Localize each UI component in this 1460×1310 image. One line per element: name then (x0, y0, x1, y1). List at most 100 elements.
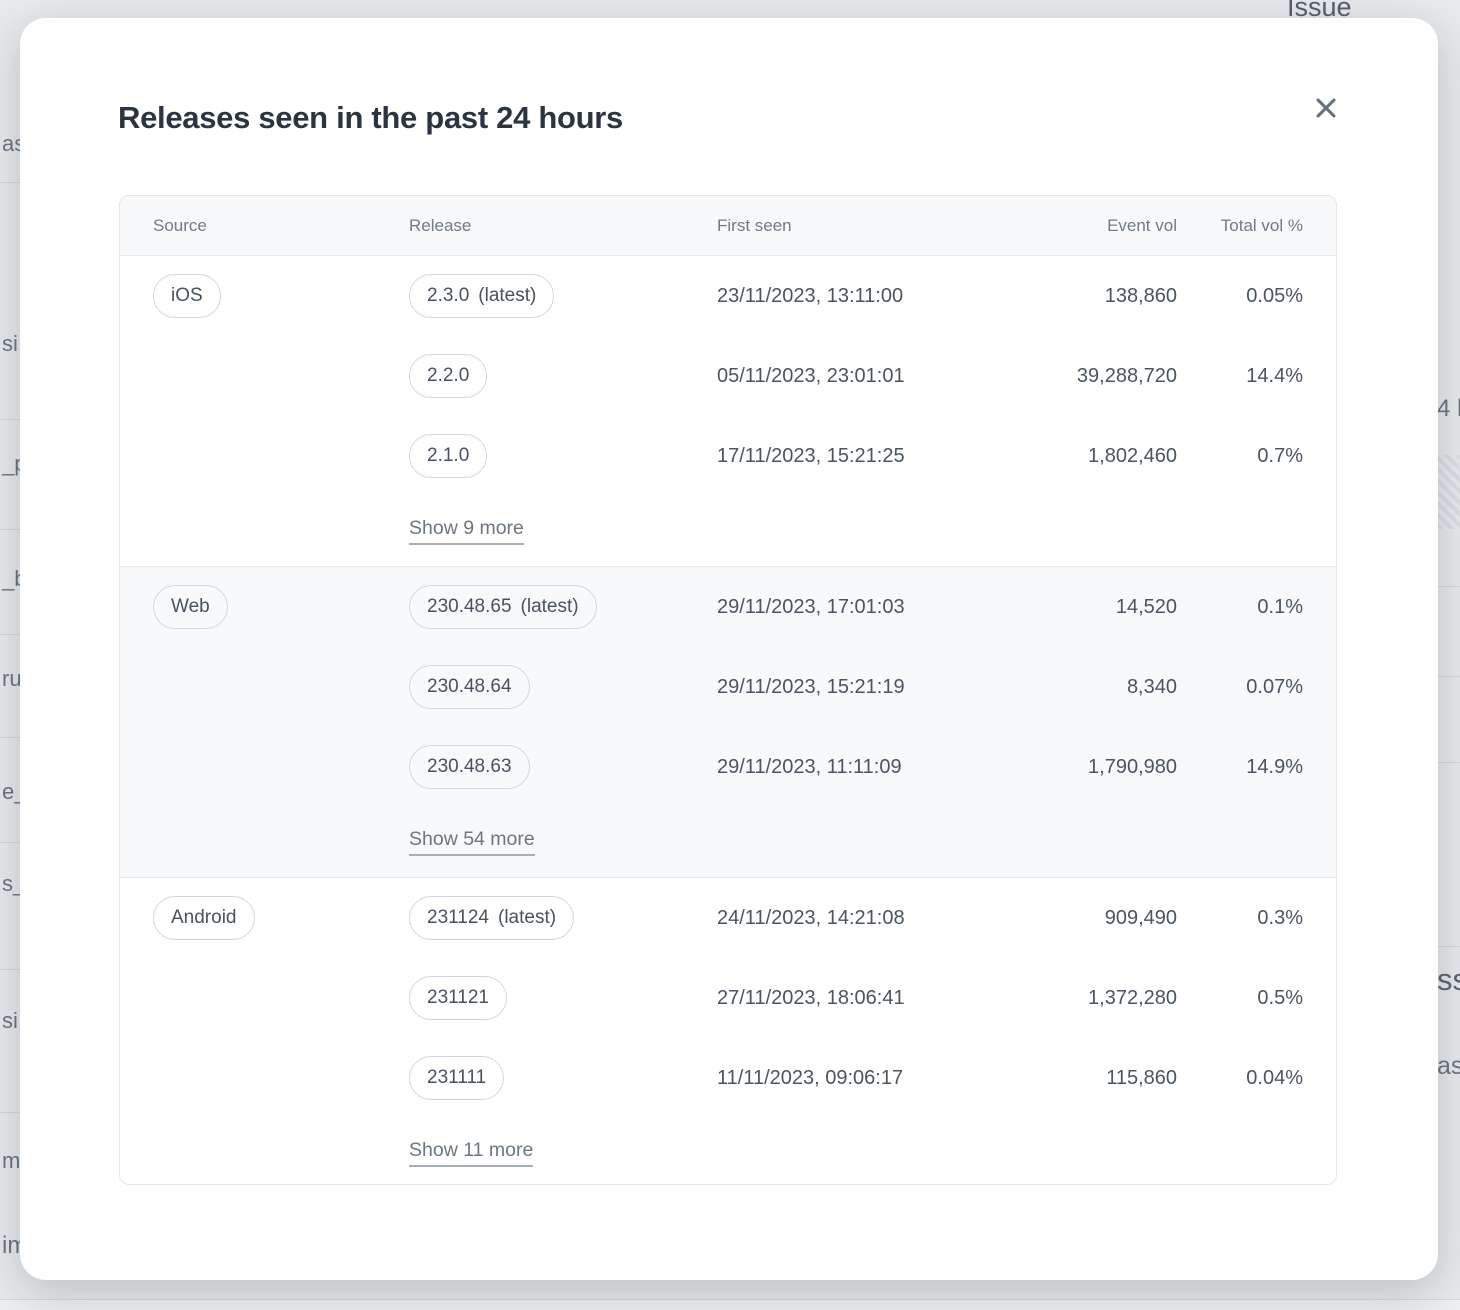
release-version: 2.3.0 (427, 285, 470, 306)
show-more-row: Show 54 more (409, 807, 1303, 877)
table-body: iOS 2.3.0 (latest) 23/11/2023, 13:11:00 … (120, 256, 1336, 1184)
show-more-row: Show 9 more (409, 496, 1303, 566)
release-cell: 230.48.65 (latest) (409, 585, 717, 629)
column-header-source: Source (153, 215, 207, 235)
source-pill-label: Android (171, 907, 237, 928)
first-seen-cell: 23/11/2023, 13:11:00 (717, 284, 904, 307)
release-version: 230.48.64 (427, 676, 512, 697)
release-cell: 231111 (409, 1056, 717, 1100)
releases-modal: Releases seen in the past 24 hours Sourc… (20, 18, 1438, 1280)
first-seen-cell: 29/11/2023, 15:21:19 (717, 675, 905, 698)
event-vol-cell: 1,372,280 (1088, 986, 1177, 1009)
release-cell: 230.48.63 (409, 745, 717, 789)
release-row: 231124 (latest) 24/11/2023, 14:21:08 909… (409, 878, 1303, 958)
event-vol-cell: 115,860 (1106, 1066, 1177, 1089)
total-vol-cell: 0.07% (1246, 675, 1303, 698)
total-vol-cell: 0.5% (1257, 986, 1303, 1009)
background-divider (0, 419, 22, 420)
release-row: 231121 27/11/2023, 18:06:41 1,372,280 0.… (409, 958, 1303, 1038)
column-header-total-vol: Total vol % (1220, 215, 1303, 235)
release-row: 230.48.65 (latest) 29/11/2023, 17:01:03 … (409, 567, 1303, 647)
release-version: 2.2.0 (427, 365, 470, 386)
background-text-fragment: m (2, 1148, 21, 1173)
event-vol-cell: 1,802,460 (1088, 444, 1177, 467)
release-row: 2.3.0 (latest) 23/11/2023, 13:11:00 138,… (409, 256, 1303, 336)
show-more-link[interactable]: Show 54 more (409, 828, 535, 856)
release-cell: 230.48.64 (409, 665, 717, 709)
source-pill-label: iOS (171, 285, 203, 306)
group-rows: 230.48.65 (latest) 29/11/2023, 17:01:03 … (409, 567, 1303, 877)
column-header-release: Release (409, 215, 472, 235)
background-divider (1438, 586, 1460, 587)
release-pill: 2.3.0 (latest) (409, 274, 555, 318)
background-divider (0, 1112, 22, 1113)
first-seen-cell: 29/11/2023, 17:01:03 (717, 595, 905, 618)
release-pill: 230.48.63 (409, 745, 530, 789)
first-seen-cell: 29/11/2023, 11:11:09 (717, 755, 902, 778)
release-latest-suffix: (latest) (498, 907, 557, 928)
source-cell: Web (153, 567, 409, 877)
close-button[interactable] (1304, 86, 1348, 130)
release-cell: 2.2.0 (409, 354, 717, 398)
modal-title: Releases seen in the past 24 hours (118, 100, 623, 135)
release-version: 231111 (427, 1067, 487, 1088)
background-text-fragment: ss (1437, 962, 1460, 997)
releases-table: Source Release First seen Event vol Tota… (119, 195, 1337, 1185)
release-version: 230.48.63 (427, 756, 512, 777)
release-pill: 2.2.0 (409, 354, 488, 398)
source-pill: iOS (153, 274, 221, 318)
background-divider (0, 737, 22, 738)
source-pill-label: Web (171, 596, 210, 617)
release-cell: 231121 (409, 976, 717, 1020)
background-divider (0, 529, 22, 530)
table-header-row: Source Release First seen Event vol Tota… (120, 196, 1336, 256)
release-version: 231124 (427, 907, 489, 928)
first-seen-cell: 17/11/2023, 15:21:25 (717, 444, 905, 467)
event-vol-cell: 909,490 (1104, 906, 1177, 929)
background-column-header: Issue (1287, 0, 1352, 22)
release-row: 2.1.0 17/11/2023, 15:21:25 1,802,460 0.7… (409, 416, 1303, 496)
source-group: Web 230.48.65 (latest) 29/11/2023, 17:01… (120, 566, 1336, 877)
group-rows: 231124 (latest) 24/11/2023, 14:21:08 909… (409, 878, 1303, 1184)
background-text-fragment: si (2, 331, 18, 356)
release-latest-suffix: (latest) (520, 596, 579, 617)
first-seen-cell: 24/11/2023, 14:21:08 (717, 906, 905, 929)
source-group: Android 231124 (latest) 24/11/2023, 14:2… (120, 877, 1336, 1184)
total-vol-cell: 0.7% (1257, 444, 1303, 467)
first-seen-cell: 05/11/2023, 23:01:01 (717, 364, 905, 387)
event-vol-cell: 14,520 (1115, 595, 1177, 618)
close-icon (1316, 98, 1336, 118)
total-vol-cell: 0.1% (1257, 595, 1303, 618)
source-pill: Web (153, 585, 228, 629)
show-more-row: Show 11 more (409, 1118, 1303, 1184)
source-pill: Android (153, 896, 255, 940)
release-row: 231111 11/11/2023, 09:06:17 115,860 0.04… (409, 1038, 1303, 1118)
total-vol-cell: 0.05% (1246, 284, 1303, 307)
first-seen-cell: 27/11/2023, 18:06:41 (717, 986, 905, 1009)
release-pill: 231121 (409, 976, 507, 1020)
release-latest-suffix: (latest) (478, 285, 537, 306)
background-text-fragment: as (2, 131, 26, 156)
background-divider (1438, 946, 1460, 947)
column-header-event-vol: Event vol (1107, 215, 1177, 235)
background-divider (0, 182, 22, 183)
background-divider (1438, 762, 1460, 763)
release-cell: 231124 (latest) (409, 896, 717, 940)
release-cell: 2.3.0 (latest) (409, 274, 717, 318)
background-divider (0, 842, 22, 843)
first-seen-cell: 11/11/2023, 09:06:17 (717, 1066, 904, 1089)
show-more-link[interactable]: Show 9 more (409, 517, 524, 545)
total-vol-cell: 14.9% (1246, 755, 1303, 778)
release-version: 231121 (427, 987, 489, 1008)
background-text-fragment: as (1437, 1052, 1460, 1080)
release-pill: 230.48.64 (409, 665, 530, 709)
source-cell: iOS (153, 256, 409, 566)
source-cell: Android (153, 878, 409, 1184)
release-cell: 2.1.0 (409, 434, 717, 478)
show-more-link[interactable]: Show 11 more (409, 1139, 534, 1167)
event-vol-cell: 1,790,980 (1088, 755, 1177, 778)
background-divider (0, 969, 22, 970)
total-vol-cell: 0.3% (1257, 906, 1303, 929)
background-text-fragment: 4 h (1437, 395, 1460, 422)
background-divider (0, 634, 22, 635)
